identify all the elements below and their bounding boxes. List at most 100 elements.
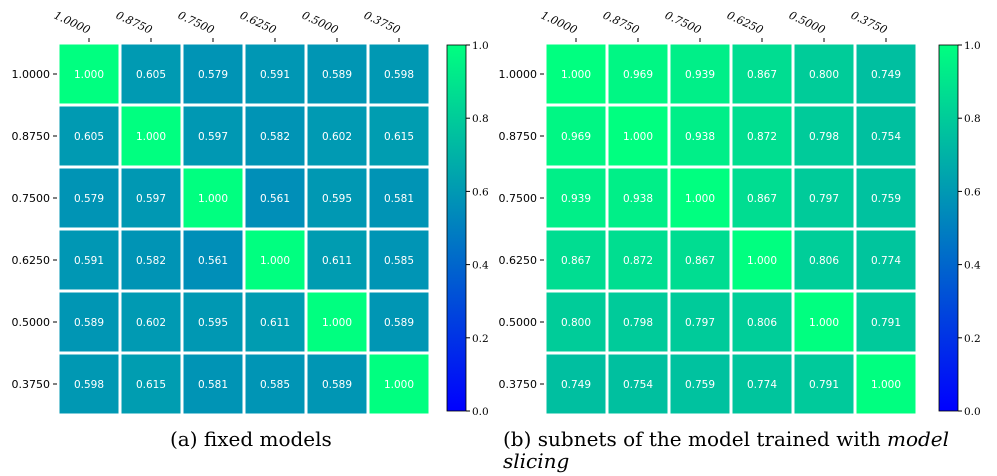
heatmap-cell [729,165,795,231]
heatmap-cell [853,165,919,231]
heatmap-cell [667,289,733,355]
y-tick-label: 1.0000 [12,68,51,81]
heatmap-cell [729,103,795,169]
colorbar-tick-label: 1.0 [472,40,489,52]
cell-value-label: 0.611 [322,255,352,267]
colorbar-tick-label: 0.4 [964,260,981,272]
cell-value-label: 0.867 [561,255,591,267]
heatmap-cell [729,351,795,417]
cell-value-label: 0.969 [561,131,591,143]
x-tick-label: 1.0000 [539,9,579,37]
y-tick-label: 0.8750 [499,130,538,143]
cell-value-label: 0.800 [809,69,839,81]
y-tick-label: 0.6250 [12,254,51,267]
cell-value-label: 1.000 [384,379,414,391]
heatmap-cell [605,351,671,417]
heatmap-cell [605,103,671,169]
y-tick-label: 0.3750 [12,378,51,391]
cell-value-label: 0.615 [384,131,414,143]
heatmap-cell [304,165,370,231]
heatmap-cell [366,351,432,417]
cell-value-label: 0.597 [198,131,228,143]
cell-value-label: 0.749 [561,379,591,391]
heatmap-cell [118,227,184,293]
y-tick-label: 0.6250 [499,254,538,267]
x-tick-label: 0.8750 [114,9,154,37]
x-tick-label: 0.5000 [787,9,827,37]
colorbar-tick-label: 0.4 [472,260,489,272]
cell-value-label: 0.582 [260,131,290,143]
colorbar-tick-label: 0.6 [964,186,981,198]
cell-value-label: 0.581 [198,379,228,391]
cell-value-label: 1.000 [260,255,290,267]
x-tick-label: 1.0000 [52,9,92,37]
caption-a: (a) fixed models [170,427,332,451]
colorbar [446,44,467,412]
cell-value-label: 0.867 [685,255,715,267]
cell-value-label: 0.561 [260,193,290,205]
cell-value-label: 0.589 [74,317,104,329]
cell-value-label: 0.797 [809,193,839,205]
cell-value-label: 0.800 [561,317,591,329]
cell-value-label: 0.581 [384,193,414,205]
heatmap-cell [667,227,733,293]
x-tick-label: 0.7500 [663,9,703,37]
heatmap-cell [366,41,432,107]
heatmap-cell [791,351,857,417]
cell-value-label: 0.579 [74,193,104,205]
cell-value-label: 0.595 [198,317,228,329]
colorbar-tick-label: 0.2 [472,333,489,345]
colorbar-tick-label: 0.8 [964,113,981,125]
cell-value-label: 0.605 [136,69,166,81]
heatmap-cell [304,227,370,293]
caption-b-text: (b) subnets of the model trained with [503,427,881,451]
cell-value-label: 0.749 [871,69,901,81]
colorbar-tick-label: 0.2 [964,333,981,345]
cell-value-label: 0.774 [747,379,777,391]
heatmap-cell [667,351,733,417]
colorbar-tick-label: 0.8 [472,113,489,125]
colorbar [938,44,959,412]
heatmap-cell [180,289,246,355]
cell-value-label: 0.754 [623,379,653,391]
cell-value-label: 0.791 [871,317,901,329]
cell-value-label: 0.561 [198,255,228,267]
cell-value-label: 1.000 [685,193,715,205]
cell-value-label: 0.605 [74,131,104,143]
cell-value-label: 0.759 [685,379,715,391]
cell-value-label: 0.872 [623,255,653,267]
heatmap-cell [791,103,857,169]
x-tick-label: 0.3750 [362,9,402,37]
y-tick-label: 0.7500 [12,192,51,205]
x-tick-label: 0.6250 [238,9,278,37]
cell-value-label: 0.939 [561,193,591,205]
colorbar-tick-label: 0.0 [472,406,489,418]
cell-value-label: 0.759 [871,193,901,205]
cell-value-label: 1.000 [747,255,777,267]
cell-value-label: 0.754 [871,131,901,143]
cell-value-label: 1.000 [809,317,839,329]
y-tick-label: 0.5000 [12,316,51,329]
cell-value-label: 0.591 [260,69,290,81]
cell-value-label: 0.938 [685,131,715,143]
cell-value-label: 1.000 [322,317,352,329]
y-tick-label: 0.8750 [12,130,51,143]
x-tick-label: 0.5000 [300,9,340,37]
heatmap-cell [56,351,122,417]
heatmap-cell [729,289,795,355]
x-tick-label: 0.8750 [601,9,641,37]
heatmap-cell [242,351,308,417]
colorbar-tick-label: 0.6 [472,186,489,198]
cell-value-label: 0.602 [322,131,352,143]
cell-value-label: 0.867 [747,69,777,81]
cell-value-label: 0.615 [136,379,166,391]
heatmap-cell [853,351,919,417]
x-tick-label: 0.7500 [176,9,216,37]
cell-value-label: 0.797 [685,317,715,329]
x-tick-label: 0.6250 [725,9,765,37]
cell-value-label: 0.806 [809,255,839,267]
heatmap-panel-a: 1.000 0.605 0.579 0.591 0.589 0.598 0.605 1.000… [12,9,490,418]
y-tick-label: 1.0000 [499,68,538,81]
caption-b: (b) subnets of the model trained with mo… [503,428,997,472]
